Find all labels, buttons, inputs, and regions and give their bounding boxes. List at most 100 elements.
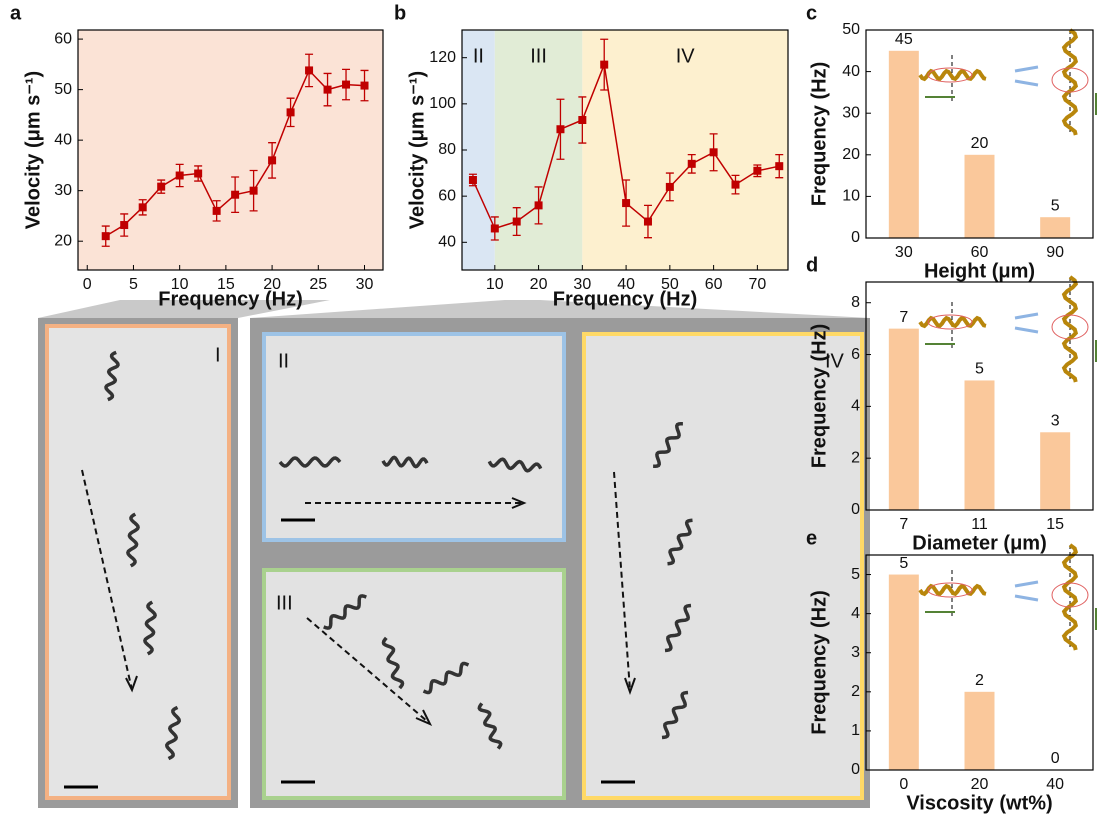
panel-label: e xyxy=(806,527,817,549)
y-tick-label: 100 xyxy=(429,95,456,112)
projection xyxy=(38,300,330,318)
x-tick-label: 50 xyxy=(661,276,679,293)
x-axis-label: Frequency (Hz) xyxy=(158,288,302,310)
chart: a 20 30 40 50 60 0 5 10 15 20 25 30 Frequency (Hz) Vel… xyxy=(10,2,384,310)
x-tick-label: 11 xyxy=(971,516,988,533)
inset xyxy=(1051,582,1089,608)
projection xyxy=(250,300,870,318)
bar xyxy=(964,691,995,770)
marker xyxy=(157,182,166,191)
helix xyxy=(104,350,120,402)
region-label: III xyxy=(530,45,547,67)
inset xyxy=(1051,314,1089,340)
inset xyxy=(1014,65,1039,87)
x-axis-label: Diameter (μm) xyxy=(912,532,1047,554)
region-label: II xyxy=(473,45,484,67)
y-tick-label: 20 xyxy=(842,146,860,163)
y-tick-label: 50 xyxy=(842,21,860,38)
chart: d 0 2 4 6 8 7 11 15 7 5 3 Diameter (μm) Frequency (Hz… xyxy=(806,254,1097,554)
chart: c 0 10 20 30 40 50 30 60 90 45 20 5 Height (μm) Freque… xyxy=(806,2,1097,282)
bar xyxy=(1040,432,1071,510)
region xyxy=(582,30,788,270)
marker xyxy=(231,190,240,199)
marker xyxy=(534,201,543,210)
marker xyxy=(138,203,147,212)
y-tick-label: 0 xyxy=(851,501,860,518)
plot-background xyxy=(78,30,383,270)
y-axis-label: Velocity (μm s⁻¹) xyxy=(406,71,428,229)
marker xyxy=(468,176,477,184)
marker xyxy=(212,206,221,215)
value-label: 5 xyxy=(899,555,908,572)
inset xyxy=(1014,312,1039,334)
value-label: 2 xyxy=(975,672,984,689)
marker xyxy=(643,217,652,226)
x-tick-label: 30 xyxy=(895,244,913,261)
bar xyxy=(964,380,995,510)
bar xyxy=(888,50,919,238)
value-label: 7 xyxy=(899,309,908,326)
x-tick-label: 30 xyxy=(356,276,374,293)
x-tick-label: 60 xyxy=(971,244,989,261)
region xyxy=(494,30,583,270)
marker xyxy=(175,171,184,180)
y-tick-label: 6 xyxy=(851,346,860,363)
marker xyxy=(360,81,369,90)
micrographs: I II III IV xyxy=(38,300,870,808)
panel-label: b xyxy=(394,2,406,24)
x-axis-label: Viscosity (wt%) xyxy=(906,792,1052,814)
inset xyxy=(1061,543,1079,651)
plot-frame xyxy=(461,29,789,271)
x-tick-label: 10 xyxy=(486,276,504,293)
inset xyxy=(1061,28,1079,136)
y-tick-label: 8 xyxy=(851,294,860,311)
image-label: II xyxy=(278,350,289,372)
x-tick-label: 40 xyxy=(1046,776,1064,793)
x-tick-label: 40 xyxy=(617,276,635,293)
helix xyxy=(381,636,405,690)
x-tick-label: 20 xyxy=(971,776,989,793)
y-tick-label: 4 xyxy=(851,605,860,622)
helix xyxy=(653,421,683,469)
y-tick-label: 4 xyxy=(851,398,860,415)
y-tick-label: 30 xyxy=(842,104,860,121)
image-label: III xyxy=(276,592,293,614)
marker xyxy=(578,116,587,124)
inset xyxy=(927,314,973,330)
plot-frame xyxy=(77,29,384,271)
x-tick-label: 90 xyxy=(1046,244,1064,261)
helix xyxy=(487,457,543,473)
value-label: 0 xyxy=(1051,750,1060,767)
panel-label: c xyxy=(806,2,817,24)
y-tick-label: 60 xyxy=(54,30,72,47)
panel-label: a xyxy=(10,2,22,24)
x-tick-label: 70 xyxy=(748,276,766,293)
marker xyxy=(249,186,258,195)
marker xyxy=(323,85,332,94)
marker xyxy=(286,108,295,117)
marker xyxy=(101,232,110,241)
y-tick-label: 120 xyxy=(429,49,456,66)
x-tick-label: 60 xyxy=(705,276,723,293)
y-tick-label: 0 xyxy=(851,229,860,246)
y-axis-label: Velocity (μm s⁻¹) xyxy=(22,71,44,229)
y-tick-label: 10 xyxy=(842,188,860,205)
image-panel xyxy=(262,332,566,542)
y-tick-label: 40 xyxy=(842,63,860,80)
helix xyxy=(664,603,692,653)
x-tick-label: 0 xyxy=(899,776,908,793)
value-label: 5 xyxy=(1051,197,1060,214)
image-panel xyxy=(45,324,231,800)
helix xyxy=(278,456,342,468)
marker xyxy=(687,159,696,168)
inset xyxy=(1014,580,1039,602)
bar xyxy=(888,328,919,510)
helix xyxy=(164,705,182,761)
marker xyxy=(268,156,277,165)
plot-frame xyxy=(865,554,1094,771)
helix xyxy=(477,702,503,750)
x-axis-label: Frequency (Hz) xyxy=(553,288,697,310)
y-tick-label: 1 xyxy=(851,722,860,739)
image-panel xyxy=(262,568,566,800)
